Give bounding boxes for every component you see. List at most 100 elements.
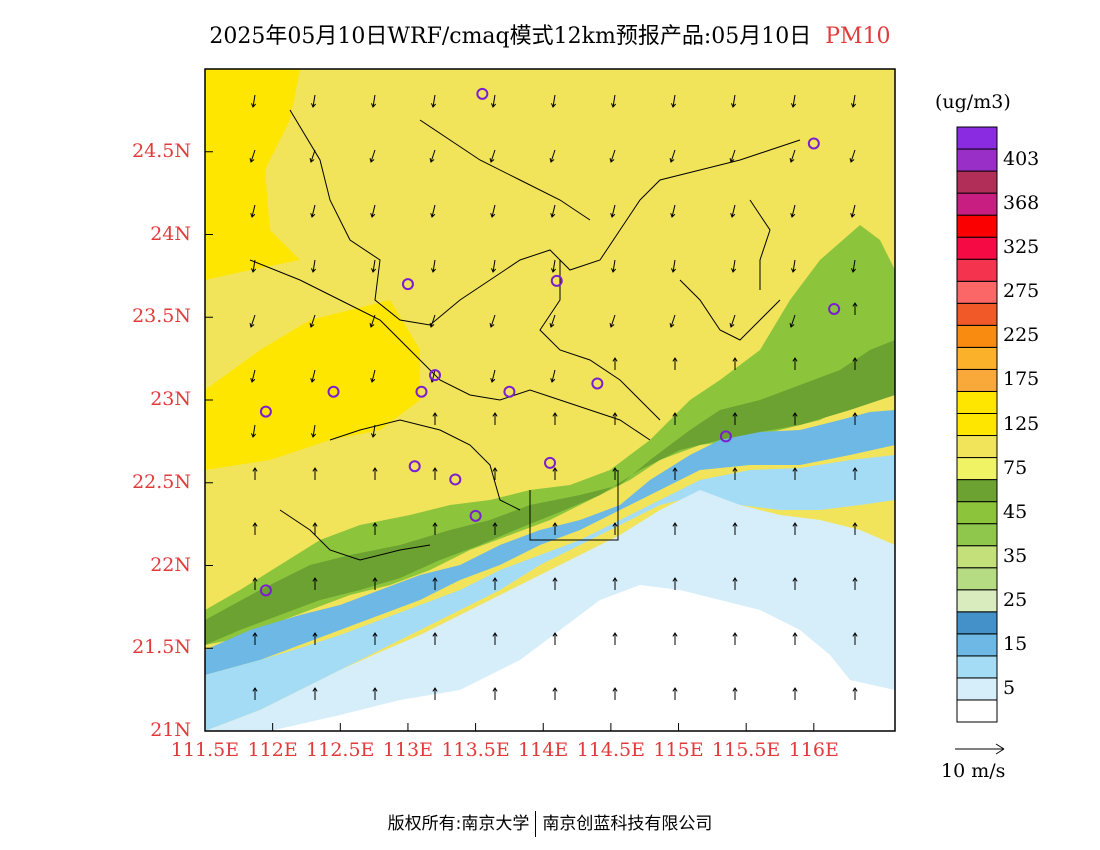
wind-arrow-head bbox=[369, 322, 375, 328]
wind-arrow-head bbox=[252, 577, 258, 582]
colorbar-label: 225 bbox=[1003, 324, 1040, 347]
wind-arrow bbox=[610, 149, 616, 163]
lat-tick-label: 21N bbox=[150, 719, 191, 741]
wind-arrow bbox=[850, 149, 856, 163]
lon-tick-label: 115.5E bbox=[712, 739, 781, 761]
wind-arrow bbox=[311, 204, 316, 218]
wind-arrow-head bbox=[310, 433, 317, 438]
wind-arrow-head bbox=[730, 103, 737, 108]
colorbar-label: 368 bbox=[1003, 192, 1040, 215]
wind-arrow-head bbox=[489, 157, 495, 163]
wind-arrow-head bbox=[429, 322, 435, 328]
wind-arrow bbox=[312, 94, 316, 108]
colorbar-swatch bbox=[956, 457, 998, 481]
colorbar-swatch bbox=[956, 126, 998, 150]
wind-arrow-head bbox=[309, 157, 315, 163]
wind-arrow-head bbox=[370, 213, 376, 218]
colorbar-swatch bbox=[956, 302, 998, 326]
wind-arrow-head bbox=[670, 103, 677, 108]
wind-arrow-head bbox=[250, 378, 256, 383]
wind-arrow bbox=[851, 204, 856, 218]
wind-arrow bbox=[430, 314, 436, 328]
wind-arrow bbox=[492, 259, 496, 273]
colorbar-swatch bbox=[956, 236, 998, 260]
wind-arrow-head bbox=[670, 268, 677, 273]
wind-arrow bbox=[371, 204, 376, 218]
wind-arrow bbox=[730, 149, 736, 163]
colorbar-swatch bbox=[956, 611, 998, 635]
wind-arrow-head bbox=[792, 412, 798, 417]
colorbar-swatch bbox=[956, 567, 998, 591]
wind-arrow-head bbox=[492, 467, 498, 472]
wind-arrow-head bbox=[670, 213, 676, 218]
wind-arrow-head bbox=[609, 322, 615, 328]
wind-arrow-head bbox=[672, 412, 678, 417]
wind-arrow-head bbox=[309, 322, 315, 328]
wind-arrow bbox=[310, 149, 316, 163]
wind-arrow-head bbox=[310, 378, 316, 383]
lon-tick-label: 114.5E bbox=[576, 739, 645, 761]
footer-company: 南京创蓝科技有限公司 bbox=[542, 814, 713, 834]
colorbar-swatch bbox=[956, 523, 998, 547]
wind-arrow bbox=[311, 369, 316, 383]
colorbar-swatch bbox=[956, 170, 998, 194]
wind-arrow bbox=[372, 424, 376, 438]
wind-arrow-head bbox=[430, 213, 436, 218]
footer-copyright: 版权所有:南京大学 bbox=[387, 814, 530, 834]
wind-arrow-head bbox=[792, 577, 798, 582]
wind-arrow-head bbox=[372, 467, 378, 472]
wind-arrow bbox=[310, 314, 316, 328]
wind-arrow-head bbox=[430, 103, 437, 108]
wind-arrow-head bbox=[252, 467, 258, 472]
wind-arrow bbox=[491, 369, 496, 383]
wind-arrow-head bbox=[610, 103, 617, 108]
wind-arrow-head bbox=[732, 522, 738, 527]
wind-arrow-head bbox=[672, 687, 678, 692]
wind-arrow-head bbox=[490, 213, 496, 218]
wind-vectors bbox=[249, 94, 858, 700]
wind-arrow-head bbox=[792, 632, 798, 637]
wind-arrow-head bbox=[552, 412, 558, 417]
wind-arrow-head bbox=[852, 632, 858, 637]
wind-arrow bbox=[372, 259, 376, 273]
station-marker bbox=[476, 87, 489, 100]
station-marker bbox=[503, 385, 516, 398]
wind-arrow-head bbox=[252, 522, 258, 527]
station-marker bbox=[828, 302, 841, 315]
wind-arrow-head bbox=[789, 322, 795, 328]
wind-arrow-head bbox=[849, 157, 855, 163]
wind-arrow-head bbox=[312, 522, 318, 527]
wind-arrow-head bbox=[249, 322, 255, 328]
wind-arrow bbox=[250, 149, 256, 163]
wind-arrow bbox=[790, 149, 796, 163]
colorbar-swatch bbox=[956, 633, 998, 657]
wind-arrow bbox=[792, 94, 796, 108]
station-marker bbox=[259, 405, 272, 418]
wind-arrow-head bbox=[492, 687, 498, 692]
wind-arrow bbox=[250, 314, 256, 328]
station-marker bbox=[327, 385, 340, 398]
colorbar-swatch bbox=[956, 346, 998, 370]
wind-arrow-head bbox=[789, 157, 795, 163]
wind-arrow-head bbox=[609, 157, 615, 163]
wind-arrow-head bbox=[792, 687, 798, 692]
wind-arrow-head bbox=[552, 467, 558, 472]
wind-arrow bbox=[672, 259, 676, 273]
wind-arrow-head bbox=[310, 103, 317, 108]
station-marker bbox=[408, 460, 421, 473]
wind-arrow-head bbox=[852, 357, 858, 362]
lon-tick-label: 114E bbox=[518, 739, 569, 761]
wind-arrow-head bbox=[432, 467, 438, 472]
wind-arrow bbox=[671, 204, 676, 218]
colorbar-swatch bbox=[956, 258, 998, 282]
colorbar-swatch bbox=[956, 589, 998, 613]
wind-arrow-head bbox=[492, 632, 498, 637]
lon-tick-label: 112E bbox=[247, 739, 298, 761]
wind-arrow bbox=[730, 314, 736, 328]
wind-arrow-head bbox=[790, 213, 796, 218]
wind-arrow bbox=[490, 314, 496, 328]
colorbar-label: 5 bbox=[1003, 676, 1016, 699]
colorbar-swatch bbox=[956, 390, 998, 414]
colorbar-swatch bbox=[956, 501, 998, 525]
wind-arrow-head bbox=[850, 213, 856, 218]
